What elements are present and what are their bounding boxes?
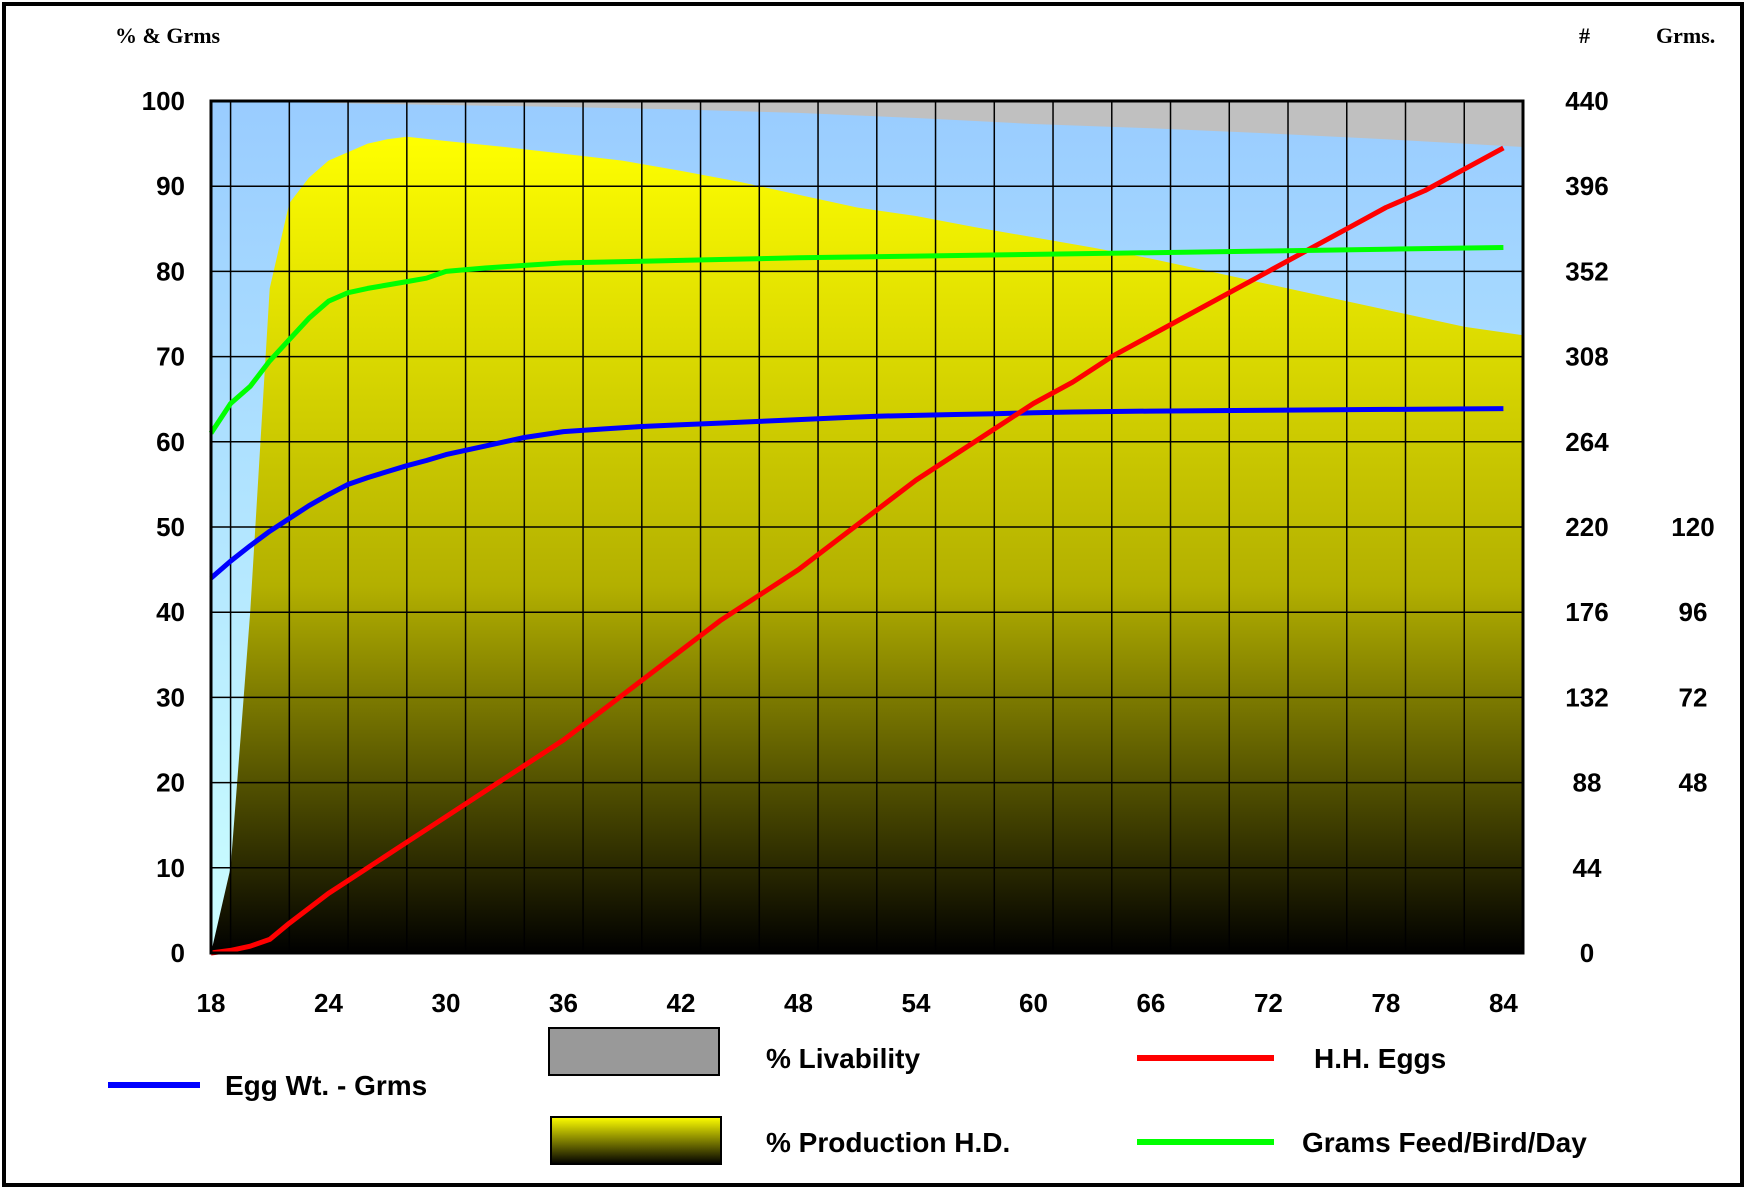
y-left-tick-label: 80 bbox=[156, 256, 185, 286]
legend: Egg Wt. - Grms % Livability % Production… bbox=[108, 1027, 1587, 1165]
right-axis-title-count: # bbox=[1579, 23, 1590, 48]
y-left-tick-label: 60 bbox=[156, 427, 185, 457]
y-right-grams-tick-label: 72 bbox=[1679, 682, 1708, 712]
y-left-tick-label: 100 bbox=[142, 86, 185, 116]
y-right-count-ticks: 0 44 88 132 176 220 264 308 352 396 440 bbox=[1565, 86, 1609, 968]
y-right-count-tick-label: 352 bbox=[1565, 256, 1608, 286]
y-right-count-tick-label: 88 bbox=[1573, 768, 1602, 798]
y-right-count-tick-label: 44 bbox=[1573, 853, 1602, 883]
y-left-tick-label: 90 bbox=[156, 171, 185, 201]
y-left-tick-label: 0 bbox=[171, 938, 185, 968]
legend-production-label: % Production H.D. bbox=[766, 1127, 1010, 1158]
grid-lines bbox=[211, 101, 1524, 953]
y-right-count-tick-label: 396 bbox=[1565, 171, 1608, 201]
y-right-count-tick-label: 440 bbox=[1565, 86, 1608, 116]
y-right-grams-tick-label: 96 bbox=[1679, 597, 1708, 627]
x-tick-label: 48 bbox=[784, 988, 813, 1018]
x-axis-ticks: 18 24 30 36 42 48 54 60 66 72 78 84 bbox=[197, 988, 1519, 1018]
x-tick-label: 30 bbox=[432, 988, 461, 1018]
feed-line bbox=[208, 245, 1504, 435]
y-right-count-tick-label: 264 bbox=[1565, 427, 1609, 457]
x-tick-label: 84 bbox=[1489, 988, 1518, 1018]
legend-hh-eggs-label: H.H. Eggs bbox=[1314, 1043, 1446, 1074]
x-tick-label: 18 bbox=[197, 988, 226, 1018]
y-right-grams-tick-label: 120 bbox=[1671, 512, 1714, 542]
right-axis-title-grams: Grms. bbox=[1656, 23, 1715, 48]
x-tick-label: 36 bbox=[549, 988, 578, 1018]
y-right-grams-tick-label: 48 bbox=[1679, 768, 1708, 798]
hh-eggs-line bbox=[210, 145, 1505, 956]
y-right-grams-ticks: 48 72 96 120 bbox=[1671, 512, 1714, 798]
y-left-tick-label: 50 bbox=[156, 512, 185, 542]
y-right-count-tick-label: 132 bbox=[1565, 682, 1608, 712]
left-axis-title: % & Grms bbox=[115, 23, 221, 48]
x-tick-label: 66 bbox=[1136, 988, 1165, 1018]
y-right-count-tick-label: 176 bbox=[1565, 597, 1608, 627]
legend-feed-label: Grams Feed/Bird/Day bbox=[1302, 1127, 1587, 1158]
production-area bbox=[211, 136, 1523, 954]
livability-area bbox=[211, 101, 1523, 147]
y-left-tick-label: 30 bbox=[156, 682, 185, 712]
y-right-count-tick-label: 0 bbox=[1580, 938, 1594, 968]
y-left-tick-label: 10 bbox=[156, 853, 185, 883]
y-right-count-tick-label: 308 bbox=[1565, 342, 1608, 372]
plot-border bbox=[209, 99, 1525, 955]
x-tick-label: 78 bbox=[1371, 988, 1400, 1018]
y-left-tick-label: 20 bbox=[156, 768, 185, 798]
y-left-tick-label: 40 bbox=[156, 597, 185, 627]
legend-egg-weight-label: Egg Wt. - Grms bbox=[225, 1070, 427, 1101]
legend-production-swatch bbox=[550, 1116, 722, 1165]
x-tick-label: 72 bbox=[1254, 988, 1283, 1018]
x-tick-label: 60 bbox=[1019, 988, 1048, 1018]
x-tick-label: 42 bbox=[667, 988, 696, 1018]
x-tick-label: 54 bbox=[901, 988, 930, 1018]
x-tick-label: 24 bbox=[314, 988, 343, 1018]
y-right-count-tick-label: 220 bbox=[1565, 512, 1608, 542]
legend-livability-swatch bbox=[548, 1027, 720, 1076]
y-left-ticks: 0 10 20 30 40 50 60 70 80 90 100 bbox=[142, 86, 185, 968]
legend-livability-label: % Livability bbox=[766, 1043, 920, 1074]
y-left-tick-label: 70 bbox=[156, 342, 185, 372]
